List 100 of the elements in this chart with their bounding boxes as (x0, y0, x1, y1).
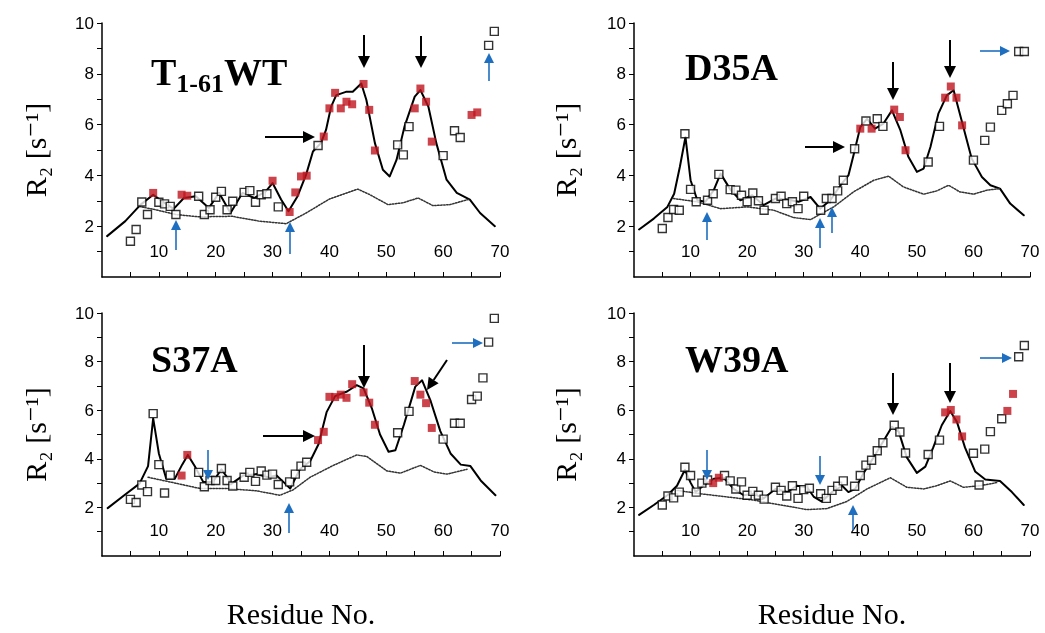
point (856, 124, 865, 133)
point (793, 203, 803, 214)
point (952, 93, 961, 102)
point (849, 144, 860, 154)
x-tick-label: 70 (1020, 521, 1040, 540)
text: D35A (685, 46, 779, 88)
point (438, 434, 448, 444)
point (131, 497, 141, 508)
point (1002, 99, 1013, 109)
point (946, 82, 955, 91)
point (985, 122, 996, 132)
point (674, 205, 684, 215)
point (455, 418, 465, 429)
point (245, 467, 255, 478)
point (663, 212, 673, 223)
point (273, 479, 283, 490)
point (821, 493, 832, 504)
x-tick-label: 10 (149, 242, 169, 261)
point (849, 481, 860, 491)
point (799, 191, 809, 201)
x-tick-label: 50 (907, 242, 927, 261)
point (759, 205, 769, 215)
line-series (672, 175, 1001, 221)
x-tick-label: 50 (376, 521, 396, 540)
point (952, 415, 961, 424)
point (1019, 340, 1030, 351)
point (137, 197, 147, 207)
point (348, 100, 357, 109)
x-tick-label: 40 (319, 521, 339, 540)
point (748, 188, 758, 198)
point (742, 197, 752, 207)
x-tick-label: 10 (681, 521, 701, 540)
point (872, 446, 882, 456)
y-tick-label: 10 (75, 303, 94, 323)
point (427, 137, 436, 146)
point (273, 202, 283, 212)
x-tick-label: 60 (963, 521, 983, 540)
point (934, 121, 945, 132)
point (855, 470, 865, 481)
point (478, 373, 488, 383)
point (250, 197, 261, 208)
point (776, 191, 786, 201)
point (149, 188, 158, 197)
x-tick-label: 30 (263, 521, 283, 540)
x-tick-label: 60 (433, 521, 453, 540)
y-tick-label: 8 (616, 64, 626, 84)
point (946, 405, 955, 414)
text: S37A (151, 338, 239, 380)
point (827, 193, 837, 204)
point (193, 467, 204, 478)
point (416, 390, 425, 399)
point (958, 432, 967, 441)
point (759, 494, 769, 504)
point (934, 435, 945, 445)
x-tick-label: 20 (737, 521, 757, 540)
point (159, 488, 170, 498)
point (404, 406, 414, 417)
point (398, 150, 409, 160)
point (183, 450, 192, 459)
y-tick-label: 6 (616, 400, 626, 420)
point (313, 140, 323, 151)
point (1019, 46, 1030, 57)
x-axis-title: Residue No. (757, 596, 907, 630)
x-tick-label: 70 (490, 521, 510, 540)
point (878, 438, 888, 448)
point (895, 112, 904, 121)
point (483, 40, 494, 51)
point (832, 186, 843, 196)
point (250, 476, 261, 487)
y-tick-label: 4 (616, 449, 626, 469)
point (725, 476, 735, 486)
x-tick-label: 30 (794, 521, 814, 540)
point (165, 201, 175, 212)
point (125, 236, 136, 246)
point (691, 197, 701, 207)
point (222, 204, 232, 215)
point (657, 223, 667, 234)
point (228, 196, 238, 207)
point (980, 444, 990, 454)
point (793, 493, 803, 504)
x-tick-label: 20 (737, 242, 757, 261)
point (410, 104, 419, 113)
point (714, 169, 724, 180)
point (736, 477, 747, 487)
y-tick-label: 4 (616, 165, 626, 185)
point (211, 475, 221, 486)
point (838, 476, 849, 486)
point (782, 491, 792, 501)
point (325, 104, 334, 113)
point (422, 97, 431, 106)
point (216, 186, 227, 197)
y-tick-label: 8 (84, 352, 94, 372)
y-tick-label: 2 (84, 497, 94, 517)
y-tick-label: 10 (607, 13, 626, 33)
y-axis-title: R₂ [s⁻¹] (548, 102, 582, 198)
point (861, 116, 871, 126)
point (142, 486, 153, 497)
x-tick-label: 30 (794, 242, 814, 261)
point (674, 487, 684, 497)
x-tick-label: 50 (376, 242, 396, 261)
